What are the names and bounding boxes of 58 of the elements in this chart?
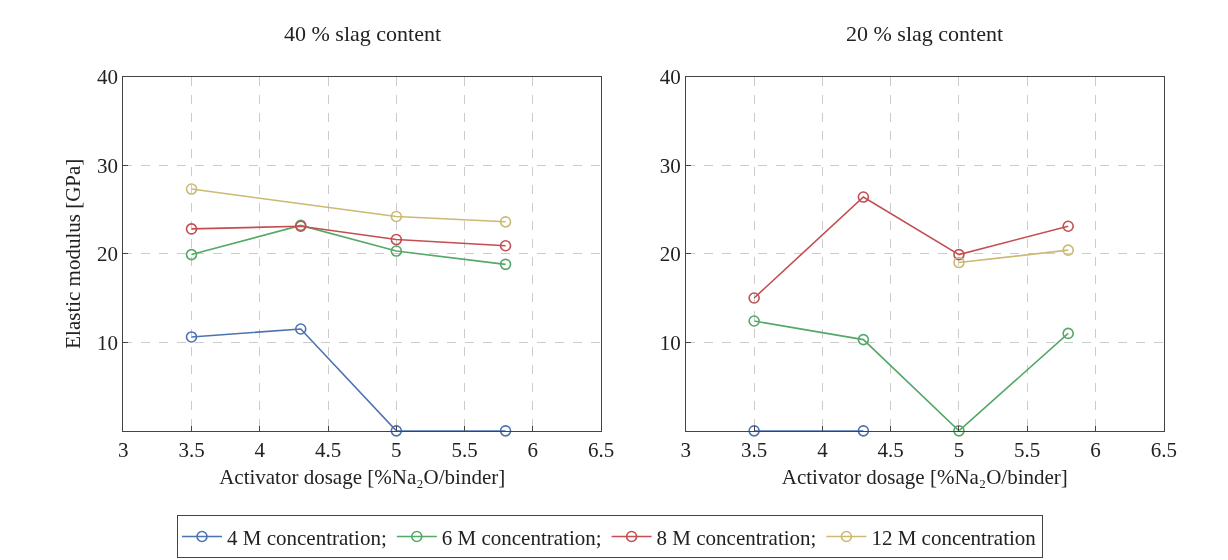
y-tick-label: 40 bbox=[97, 64, 119, 89]
x-tick-label: 5 bbox=[953, 438, 965, 463]
x-tick-label: 3 bbox=[680, 438, 692, 463]
point bbox=[857, 191, 870, 203]
x-tick-label: 3.5 bbox=[741, 438, 768, 463]
y-tick-label: 30 bbox=[659, 153, 681, 178]
x-tick-label: 3.5 bbox=[178, 438, 205, 463]
point bbox=[857, 425, 870, 437]
point bbox=[390, 425, 403, 437]
point bbox=[748, 292, 760, 304]
x-tick-label: 5.5 bbox=[1014, 438, 1041, 463]
point bbox=[390, 233, 403, 246]
point bbox=[1062, 220, 1074, 233]
point bbox=[185, 183, 198, 195]
point bbox=[1062, 327, 1074, 340]
chart-title: 40 % slag content bbox=[284, 21, 442, 46]
point bbox=[185, 223, 198, 235]
y-tick-label: 30 bbox=[97, 153, 119, 178]
point bbox=[857, 333, 870, 346]
legend-label: 6 M concentration; bbox=[441, 525, 602, 550]
point bbox=[953, 425, 965, 437]
chart-title: 20 % slag content bbox=[846, 21, 1004, 46]
legend-label: 12 M concentration bbox=[871, 525, 1037, 550]
y-tick-label: 10 bbox=[97, 330, 119, 355]
y-tick-label: 20 bbox=[659, 242, 681, 267]
x-tick-label: 4 bbox=[254, 438, 266, 463]
x-tick-label: 3 bbox=[117, 438, 129, 463]
point bbox=[390, 210, 403, 223]
x-tick-label: 4 bbox=[817, 438, 829, 463]
point bbox=[953, 256, 965, 269]
point bbox=[499, 216, 512, 228]
x-axis-title: Activator dosage [%Na₂O/binder] bbox=[219, 465, 506, 490]
x-axis-title: Activator dosage [%Na₂O/binder] bbox=[781, 465, 1068, 490]
x-tick-label: 5.5 bbox=[451, 438, 478, 463]
y-tick-label: 40 bbox=[659, 64, 681, 89]
point bbox=[499, 258, 512, 271]
point bbox=[185, 248, 198, 261]
x-tick-label: 6.5 bbox=[588, 438, 615, 463]
point bbox=[748, 425, 760, 437]
point bbox=[499, 425, 512, 437]
x-tick-label: 5 bbox=[391, 438, 402, 463]
legend-label: 4 M concentration; bbox=[227, 525, 387, 550]
legend-label: 8 M concentration; bbox=[656, 525, 817, 550]
x-tick-label: 6 bbox=[1090, 438, 1101, 463]
point bbox=[185, 331, 198, 343]
point bbox=[953, 248, 965, 261]
point bbox=[499, 239, 512, 252]
point bbox=[748, 315, 760, 327]
x-tick-label: 6.5 bbox=[1150, 438, 1177, 463]
point bbox=[294, 323, 307, 335]
point bbox=[1062, 244, 1074, 256]
x-tick-label: 6 bbox=[527, 438, 539, 463]
point bbox=[390, 245, 403, 257]
y-tick-label: 10 bbox=[659, 330, 681, 355]
y-tick-label: 20 bbox=[97, 242, 119, 267]
x-tick-label: 4.5 bbox=[877, 438, 904, 463]
x-tick-label: 4.5 bbox=[314, 438, 342, 463]
y-axis-title: Elastic modulus [GPa] bbox=[61, 158, 86, 349]
